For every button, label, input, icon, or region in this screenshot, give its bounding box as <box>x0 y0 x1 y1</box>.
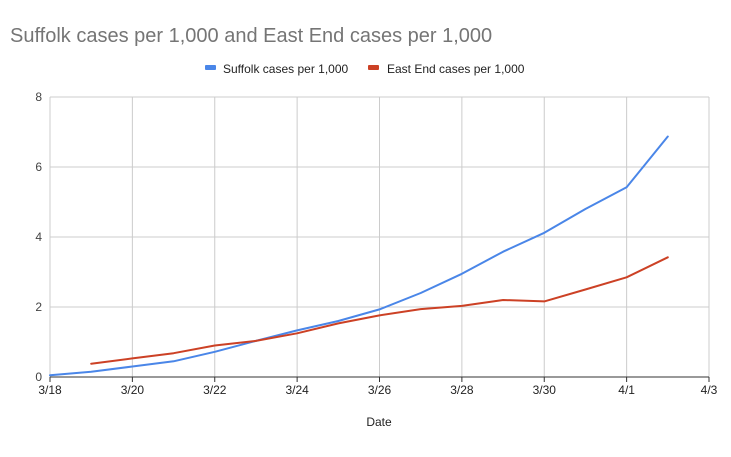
y-tick-label: 6 <box>35 160 42 174</box>
x-tick-label: 3/22 <box>203 383 227 397</box>
gridlines <box>49 96 710 377</box>
x-tick-label: 3/24 <box>285 383 309 397</box>
legend-label-suffolk: Suffolk cases per 1,000 <box>223 62 349 76</box>
y-tick-label: 8 <box>35 90 42 104</box>
x-tick-label: 3/26 <box>368 383 392 397</box>
x-axis-title: Date <box>366 415 392 429</box>
legend-item-suffolk[interactable]: Suffolk cases per 1,000 <box>205 62 349 76</box>
x-tick-label: 4/1 <box>618 383 635 397</box>
series-line-east-end[interactable] <box>90 256 669 365</box>
x-tick-label: 4/3 <box>701 383 718 397</box>
y-tick-label: 2 <box>35 300 42 314</box>
x-tick-label: 3/28 <box>450 383 474 397</box>
legend-label-east-end: East End cases per 1,000 <box>387 62 525 76</box>
x-tick-label: 3/18 <box>38 383 62 397</box>
legend-item-east-end[interactable]: East End cases per 1,000 <box>368 62 525 76</box>
series-line-suffolk[interactable] <box>49 135 669 377</box>
x-tick-label: 3/20 <box>121 383 145 397</box>
legend-swatch-east-end <box>368 65 379 70</box>
legend-swatch-suffolk <box>205 65 216 70</box>
y-tick-label: 4 <box>35 230 42 244</box>
chart-title: Suffolk cases per 1,000 and East End cas… <box>10 25 492 47</box>
legend: Suffolk cases per 1,000 East End cases p… <box>205 62 525 76</box>
axes: 0 2 4 6 8 3/18 3/20 3/22 3/24 3/26 3/28 3/30 4/1 4/3 <box>35 90 717 397</box>
y-tick-label: 0 <box>35 370 42 384</box>
series <box>49 135 669 377</box>
x-tick-label: 3/30 <box>533 383 557 397</box>
